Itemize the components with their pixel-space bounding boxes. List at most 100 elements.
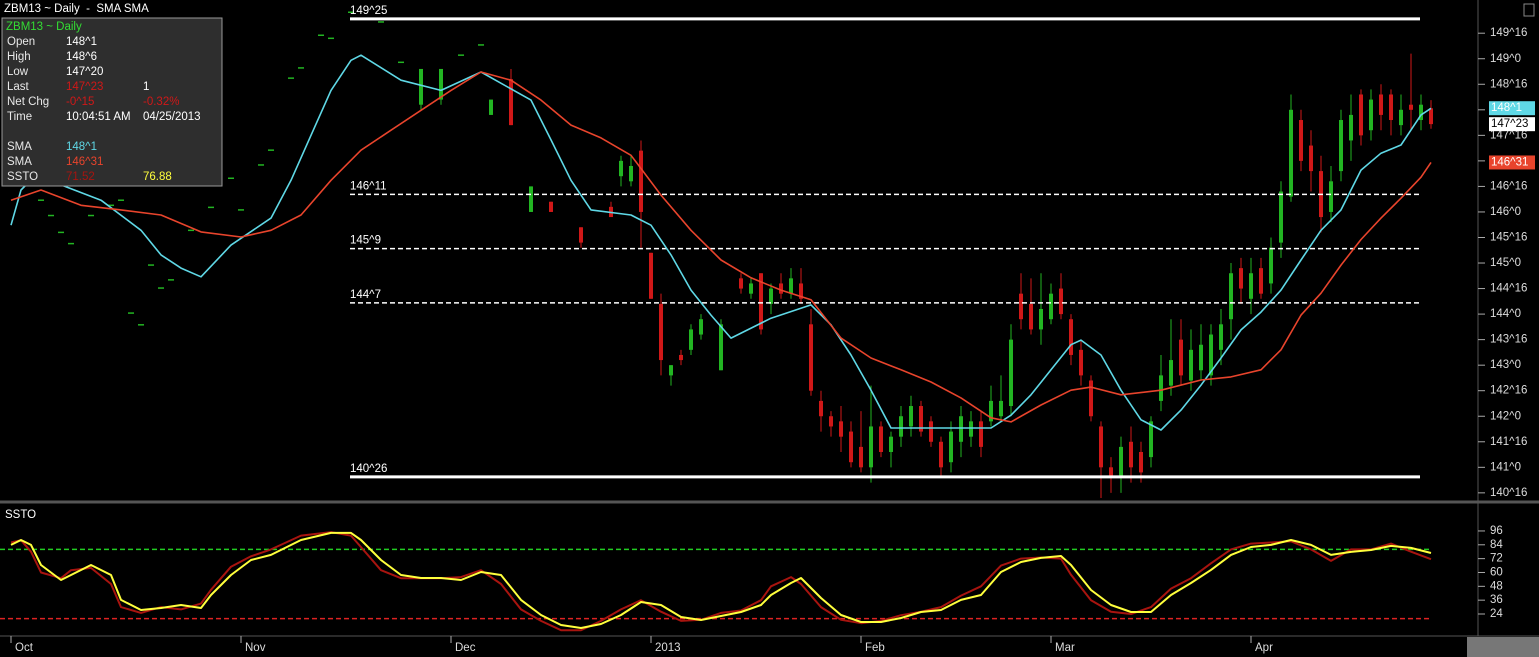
candle-body xyxy=(949,431,953,463)
candle-body xyxy=(1159,375,1163,401)
candle-body xyxy=(899,416,903,437)
info-label: High xyxy=(7,51,31,63)
candle-body xyxy=(799,283,803,299)
level-label: 146^11 xyxy=(350,180,387,192)
y-tick-label: 144^0 xyxy=(1490,308,1521,320)
y-tick-label: 145^0 xyxy=(1490,257,1521,269)
candle-body xyxy=(1129,441,1133,468)
candle-body xyxy=(939,441,943,468)
window-button[interactable] xyxy=(1523,3,1535,17)
candle-body xyxy=(1349,114,1353,141)
candle-body xyxy=(1269,247,1273,284)
candle-body xyxy=(909,406,913,427)
candle-body xyxy=(1069,319,1073,355)
series-line xyxy=(10,71,1432,423)
candle-body xyxy=(1409,104,1413,110)
candle-body xyxy=(839,421,843,437)
y-tick-label: 141^16 xyxy=(1490,436,1527,448)
candle-body xyxy=(629,165,633,182)
candle-body xyxy=(929,421,933,442)
info-label: SMA xyxy=(7,156,32,168)
price-tag xyxy=(1489,117,1535,132)
candle-body xyxy=(959,416,963,442)
candle-body xyxy=(579,227,583,243)
level-label: 145^9 xyxy=(350,235,381,247)
candle-body xyxy=(879,426,883,452)
candle-body xyxy=(809,324,813,391)
y-tick-label: 148^16 xyxy=(1490,78,1527,90)
info-value: 148^6 xyxy=(66,51,97,63)
candle-body xyxy=(769,288,773,304)
y-tick-label: 142^0 xyxy=(1490,410,1521,422)
x-tick-label: 2013 xyxy=(655,642,681,654)
candle-body xyxy=(1329,181,1333,212)
y-tick-label: 143^0 xyxy=(1490,359,1521,371)
price-tag-label: 148^1 xyxy=(1491,102,1522,114)
candle-body xyxy=(1249,273,1253,299)
info-extra: -0.32% xyxy=(143,96,179,108)
candle-body xyxy=(649,252,653,299)
info-value: 148^1 xyxy=(66,141,97,153)
info-title: ZBM13 ~ Daily xyxy=(6,21,82,33)
candle-body xyxy=(1239,268,1243,289)
info-value: 71.52 xyxy=(66,171,95,183)
candle-body xyxy=(639,150,643,212)
level-label: 140^26 xyxy=(350,463,387,475)
candle-body xyxy=(999,400,1003,417)
info-box: ZBM13 ~ Daily Open 148^1 High 148^6 Low … xyxy=(1,17,223,187)
candle-body xyxy=(1039,308,1043,330)
info-value: 10:04:51 AM xyxy=(66,111,131,123)
candle-body xyxy=(749,283,753,294)
y-tick-label: 146^0 xyxy=(1490,206,1521,218)
y-tick-label: 145^16 xyxy=(1490,232,1527,244)
x-tick-label: Nov xyxy=(245,642,266,654)
candle-body xyxy=(739,278,743,289)
candle-body xyxy=(1009,339,1013,407)
info-label: Time xyxy=(7,111,32,123)
info-label: SSTO xyxy=(7,171,38,183)
candle-body xyxy=(1169,360,1173,386)
candle-body xyxy=(989,400,993,422)
x-tick-label: Dec xyxy=(455,642,476,654)
candle-body xyxy=(1059,288,1063,315)
candle-body xyxy=(1079,349,1083,376)
candle-body xyxy=(1379,94,1383,115)
y-tick-label: 60 xyxy=(1490,567,1503,579)
candle-body xyxy=(759,273,763,330)
candle-body xyxy=(789,278,793,294)
candle-body xyxy=(439,68,443,100)
candle-body xyxy=(529,186,533,212)
candle-body xyxy=(1219,324,1223,350)
window-title: ZBM13 ~ Daily - SMA SMA xyxy=(4,3,149,15)
candle-body xyxy=(979,421,983,447)
candle-body xyxy=(699,319,703,335)
level-label: 144^7 xyxy=(350,289,381,301)
y-tick-label: 146^16 xyxy=(1490,180,1527,192)
y-tick-label: 84 xyxy=(1490,539,1503,551)
y-tick-label: 142^16 xyxy=(1490,385,1527,397)
level-label: 149^25 xyxy=(350,5,387,17)
candle-body xyxy=(969,421,973,437)
info-label: Open xyxy=(7,36,35,48)
y-tick-label: 149^16 xyxy=(1490,27,1527,39)
candle-body xyxy=(859,446,863,468)
x-tick-label: Oct xyxy=(15,642,34,654)
candle-body xyxy=(1109,467,1113,478)
series-line xyxy=(10,531,1432,632)
y-tick-label: 72 xyxy=(1490,553,1503,565)
candle-body xyxy=(419,68,423,105)
candle-body xyxy=(1429,108,1433,125)
y-tick-label: 141^0 xyxy=(1490,461,1521,473)
info-value: 146^31 xyxy=(66,156,103,168)
x-tick-label: Mar xyxy=(1055,642,1075,654)
candle-body xyxy=(779,283,783,294)
candle-body xyxy=(1399,109,1403,126)
price-tag xyxy=(1489,155,1535,170)
y-tick-label: 96 xyxy=(1490,525,1503,537)
series-line xyxy=(10,531,1432,629)
candle-body xyxy=(819,400,823,417)
info-extra: 76.88 xyxy=(143,171,172,183)
candle-body xyxy=(719,324,723,371)
